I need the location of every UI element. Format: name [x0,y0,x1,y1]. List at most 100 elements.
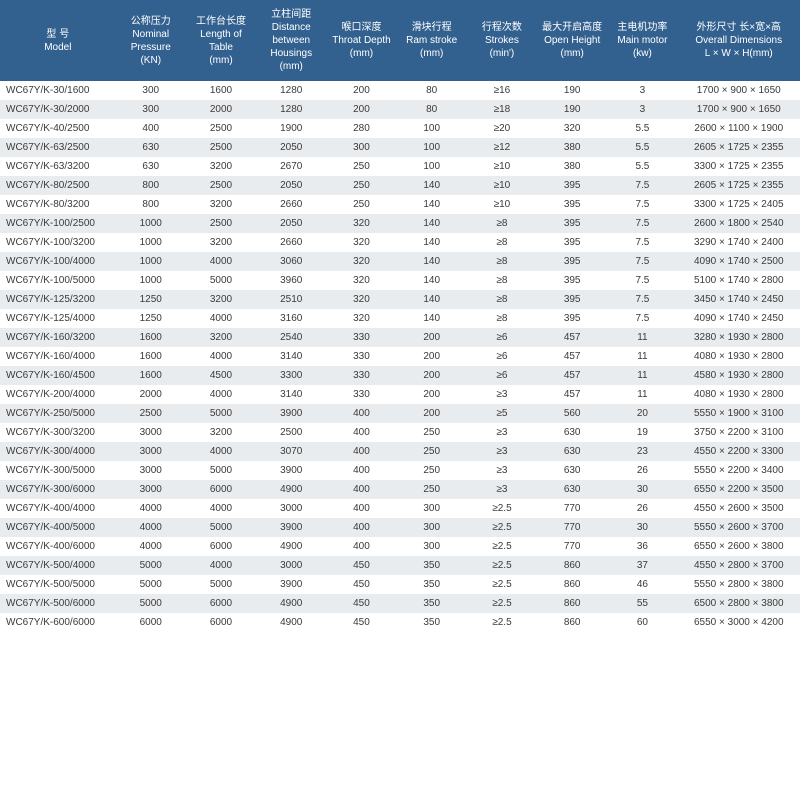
table-cell: ≥3 [467,480,537,499]
table-cell: 200 [397,347,467,366]
table-row: WC67Y/K-80/250080025002050250140≥103957.… [0,176,800,195]
table-cell: 3000 [256,499,326,518]
table-row: WC67Y/K-600/6000600060004900450350≥2.586… [0,613,800,632]
table-row: WC67Y/K-300/4000300040003070400250≥36302… [0,442,800,461]
table-row: WC67Y/K-500/4000500040003000450350≥2.586… [0,556,800,575]
table-cell: 11 [607,328,677,347]
table-cell: 395 [537,214,607,233]
table-cell: 300 [116,81,186,100]
table-cell: 200 [397,366,467,385]
table-cell: 2510 [256,290,326,309]
table-cell: 6000 [186,613,256,632]
table-cell: 2500 [186,138,256,157]
table-cell: 1250 [116,290,186,309]
table-cell: 5000 [186,271,256,290]
table-cell: ≥6 [467,347,537,366]
table-cell: 280 [326,119,396,138]
table-cell: 630 [537,461,607,480]
table-cell: 4000 [186,252,256,271]
table-cell: ≥3 [467,442,537,461]
table-cell: 4090 × 1740 × 2450 [678,309,800,328]
table-cell: 3280 × 1930 × 2800 [678,328,800,347]
table-cell: 2500 [186,176,256,195]
table-cell: 630 [537,442,607,461]
table-cell: 30 [607,518,677,537]
table-cell: 7.5 [607,233,677,252]
table-row: WC67Y/K-400/5000400050003900400300≥2.577… [0,518,800,537]
table-cell: ≥6 [467,366,537,385]
table-row: WC67Y/K-500/6000500060004900450350≥2.586… [0,594,800,613]
table-cell: 800 [116,195,186,214]
col-header-cn: 行程次数 [469,21,535,34]
table-cell: 2500 [256,423,326,442]
table-cell: 200 [397,385,467,404]
table-cell: 320 [537,119,607,138]
table-cell: 630 [537,423,607,442]
table-cell: ≥8 [467,309,537,328]
col-header-cn: 外形尺寸 长×宽×高 [680,21,798,34]
table-cell: 11 [607,366,677,385]
table-cell: 3200 [186,157,256,176]
table-cell: ≥20 [467,119,537,138]
table-cell: 4000 [186,385,256,404]
table-cell: WC67Y/K-200/4000 [0,385,116,404]
col-header-7: 最大开启高度Open Height(mm) [537,0,607,81]
table-cell: 770 [537,499,607,518]
table-cell: WC67Y/K-160/3200 [0,328,116,347]
table-cell: 250 [397,480,467,499]
table-cell: WC67Y/K-250/5000 [0,404,116,423]
table-cell: 1600 [116,328,186,347]
table-cell: 4000 [186,556,256,575]
table-cell: 1600 [186,81,256,100]
table-cell: 3900 [256,461,326,480]
table-cell: 2660 [256,233,326,252]
table-cell: 3750 × 2200 × 3100 [678,423,800,442]
col-header-cn: 主电机功率 [609,21,675,34]
table-cell: ≥2.5 [467,518,537,537]
table-row: WC67Y/K-40/250040025001900280100≥203205.… [0,119,800,138]
table-cell: WC67Y/K-100/3200 [0,233,116,252]
col-header-en: Distance between Housings [258,21,324,60]
table-cell: 400 [326,480,396,499]
table-row: WC67Y/K-300/6000300060004900400250≥36303… [0,480,800,499]
table-row: WC67Y/K-125/3200125032002510320140≥83957… [0,290,800,309]
table-cell: 60 [607,613,677,632]
table-cell: 5000 [186,404,256,423]
table-cell: WC67Y/K-400/4000 [0,499,116,518]
table-cell: 80 [397,100,467,119]
table-cell: WC67Y/K-500/5000 [0,575,116,594]
table-cell: WC67Y/K-160/4000 [0,347,116,366]
table-row: WC67Y/K-160/4500160045003300330200≥64571… [0,366,800,385]
table-cell: 20 [607,404,677,423]
col-header-1: 公称压力Nominal Pressure(KN) [116,0,186,81]
table-cell: 1250 [116,309,186,328]
table-cell: 457 [537,366,607,385]
table-cell: 3200 [186,328,256,347]
col-header-9: 外形尺寸 长×宽×高Overall DimensionsL × W × H(mm… [678,0,800,81]
table-cell: 250 [326,195,396,214]
table-cell: 250 [326,176,396,195]
table-cell: 3070 [256,442,326,461]
table-cell: 30 [607,480,677,499]
table-cell: 23 [607,442,677,461]
table-cell: 400 [326,461,396,480]
table-cell: 250 [326,157,396,176]
table-cell: 5000 [116,556,186,575]
table-cell: 4000 [116,499,186,518]
table-cell: 140 [397,252,467,271]
table-cell: 400 [326,423,396,442]
table-cell: 1000 [116,214,186,233]
table-cell: 140 [397,271,467,290]
table-cell: 6550 × 2200 × 3500 [678,480,800,499]
table-cell: WC67Y/K-80/2500 [0,176,116,195]
table-cell: 350 [397,613,467,632]
table-cell: 2660 [256,195,326,214]
col-header-unit: (mm) [258,60,324,73]
table-cell: 200 [326,81,396,100]
table-cell: 6550 × 3000 × 4200 [678,613,800,632]
table-header: 型 号Model公称压力Nominal Pressure(KN)工作台长度Len… [0,0,800,81]
table-cell: 860 [537,613,607,632]
col-header-en: Model [2,41,114,54]
table-cell: 7.5 [607,195,677,214]
table-cell: 300 [397,518,467,537]
